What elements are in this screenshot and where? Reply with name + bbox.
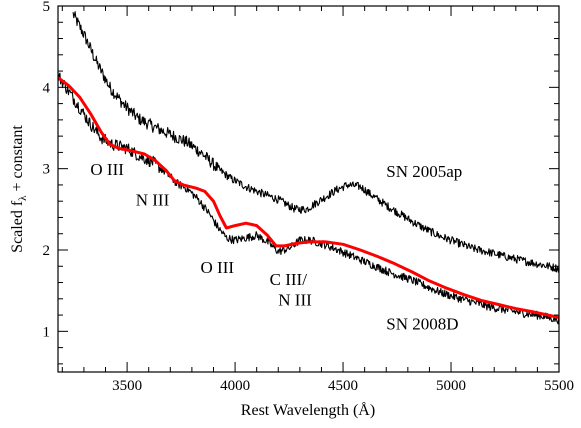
x-axis-label: Rest Wavelength (Å) — [241, 401, 375, 419]
annotation-label: C III/ — [270, 270, 308, 289]
x-tick-label: 5500 — [544, 378, 574, 394]
annotation-label: N III — [278, 290, 312, 309]
x-tick-label: 5000 — [436, 378, 466, 394]
x-tick-label: 4500 — [328, 378, 358, 394]
y-axis-label: Scaled fλ + constant — [9, 125, 29, 253]
series-line-sn-2005ap — [72, 11, 559, 273]
model-fit-line — [58, 76, 559, 319]
y-tick-label: 1 — [43, 324, 51, 340]
y-tick-label: 4 — [43, 80, 51, 96]
ticks-layer — [58, 5, 560, 372]
y-axis-label-main: Scaled f — [9, 200, 26, 253]
y-tick-label: 2 — [43, 243, 51, 259]
plot-frame — [57, 5, 560, 373]
annotation-label: O III — [201, 258, 235, 277]
series-layer — [58, 11, 559, 325]
tick-labels-layer: 3500 4000 4500 5000 5500 1 2 3 4 5 — [43, 0, 575, 394]
annotation-label: SN 2008D — [386, 315, 458, 334]
y-axis-label-tail: + constant — [9, 125, 26, 196]
y-tick-label: 5 — [43, 0, 51, 15]
y-tick-label: 3 — [43, 162, 51, 178]
y-axis-label-subscript: λ — [17, 195, 29, 201]
x-tick-label: 4000 — [220, 378, 250, 394]
annotation-label: O III — [90, 160, 124, 179]
series-line-sn-2008d — [58, 71, 559, 325]
x-tick-label: 3500 — [112, 378, 142, 394]
annotation-label: SN 2005ap — [386, 162, 462, 181]
annotation-label: N III — [136, 190, 170, 209]
annotation-layer: O III N III O III C III/N III SN 2005ap SN 20… — [90, 160, 462, 334]
